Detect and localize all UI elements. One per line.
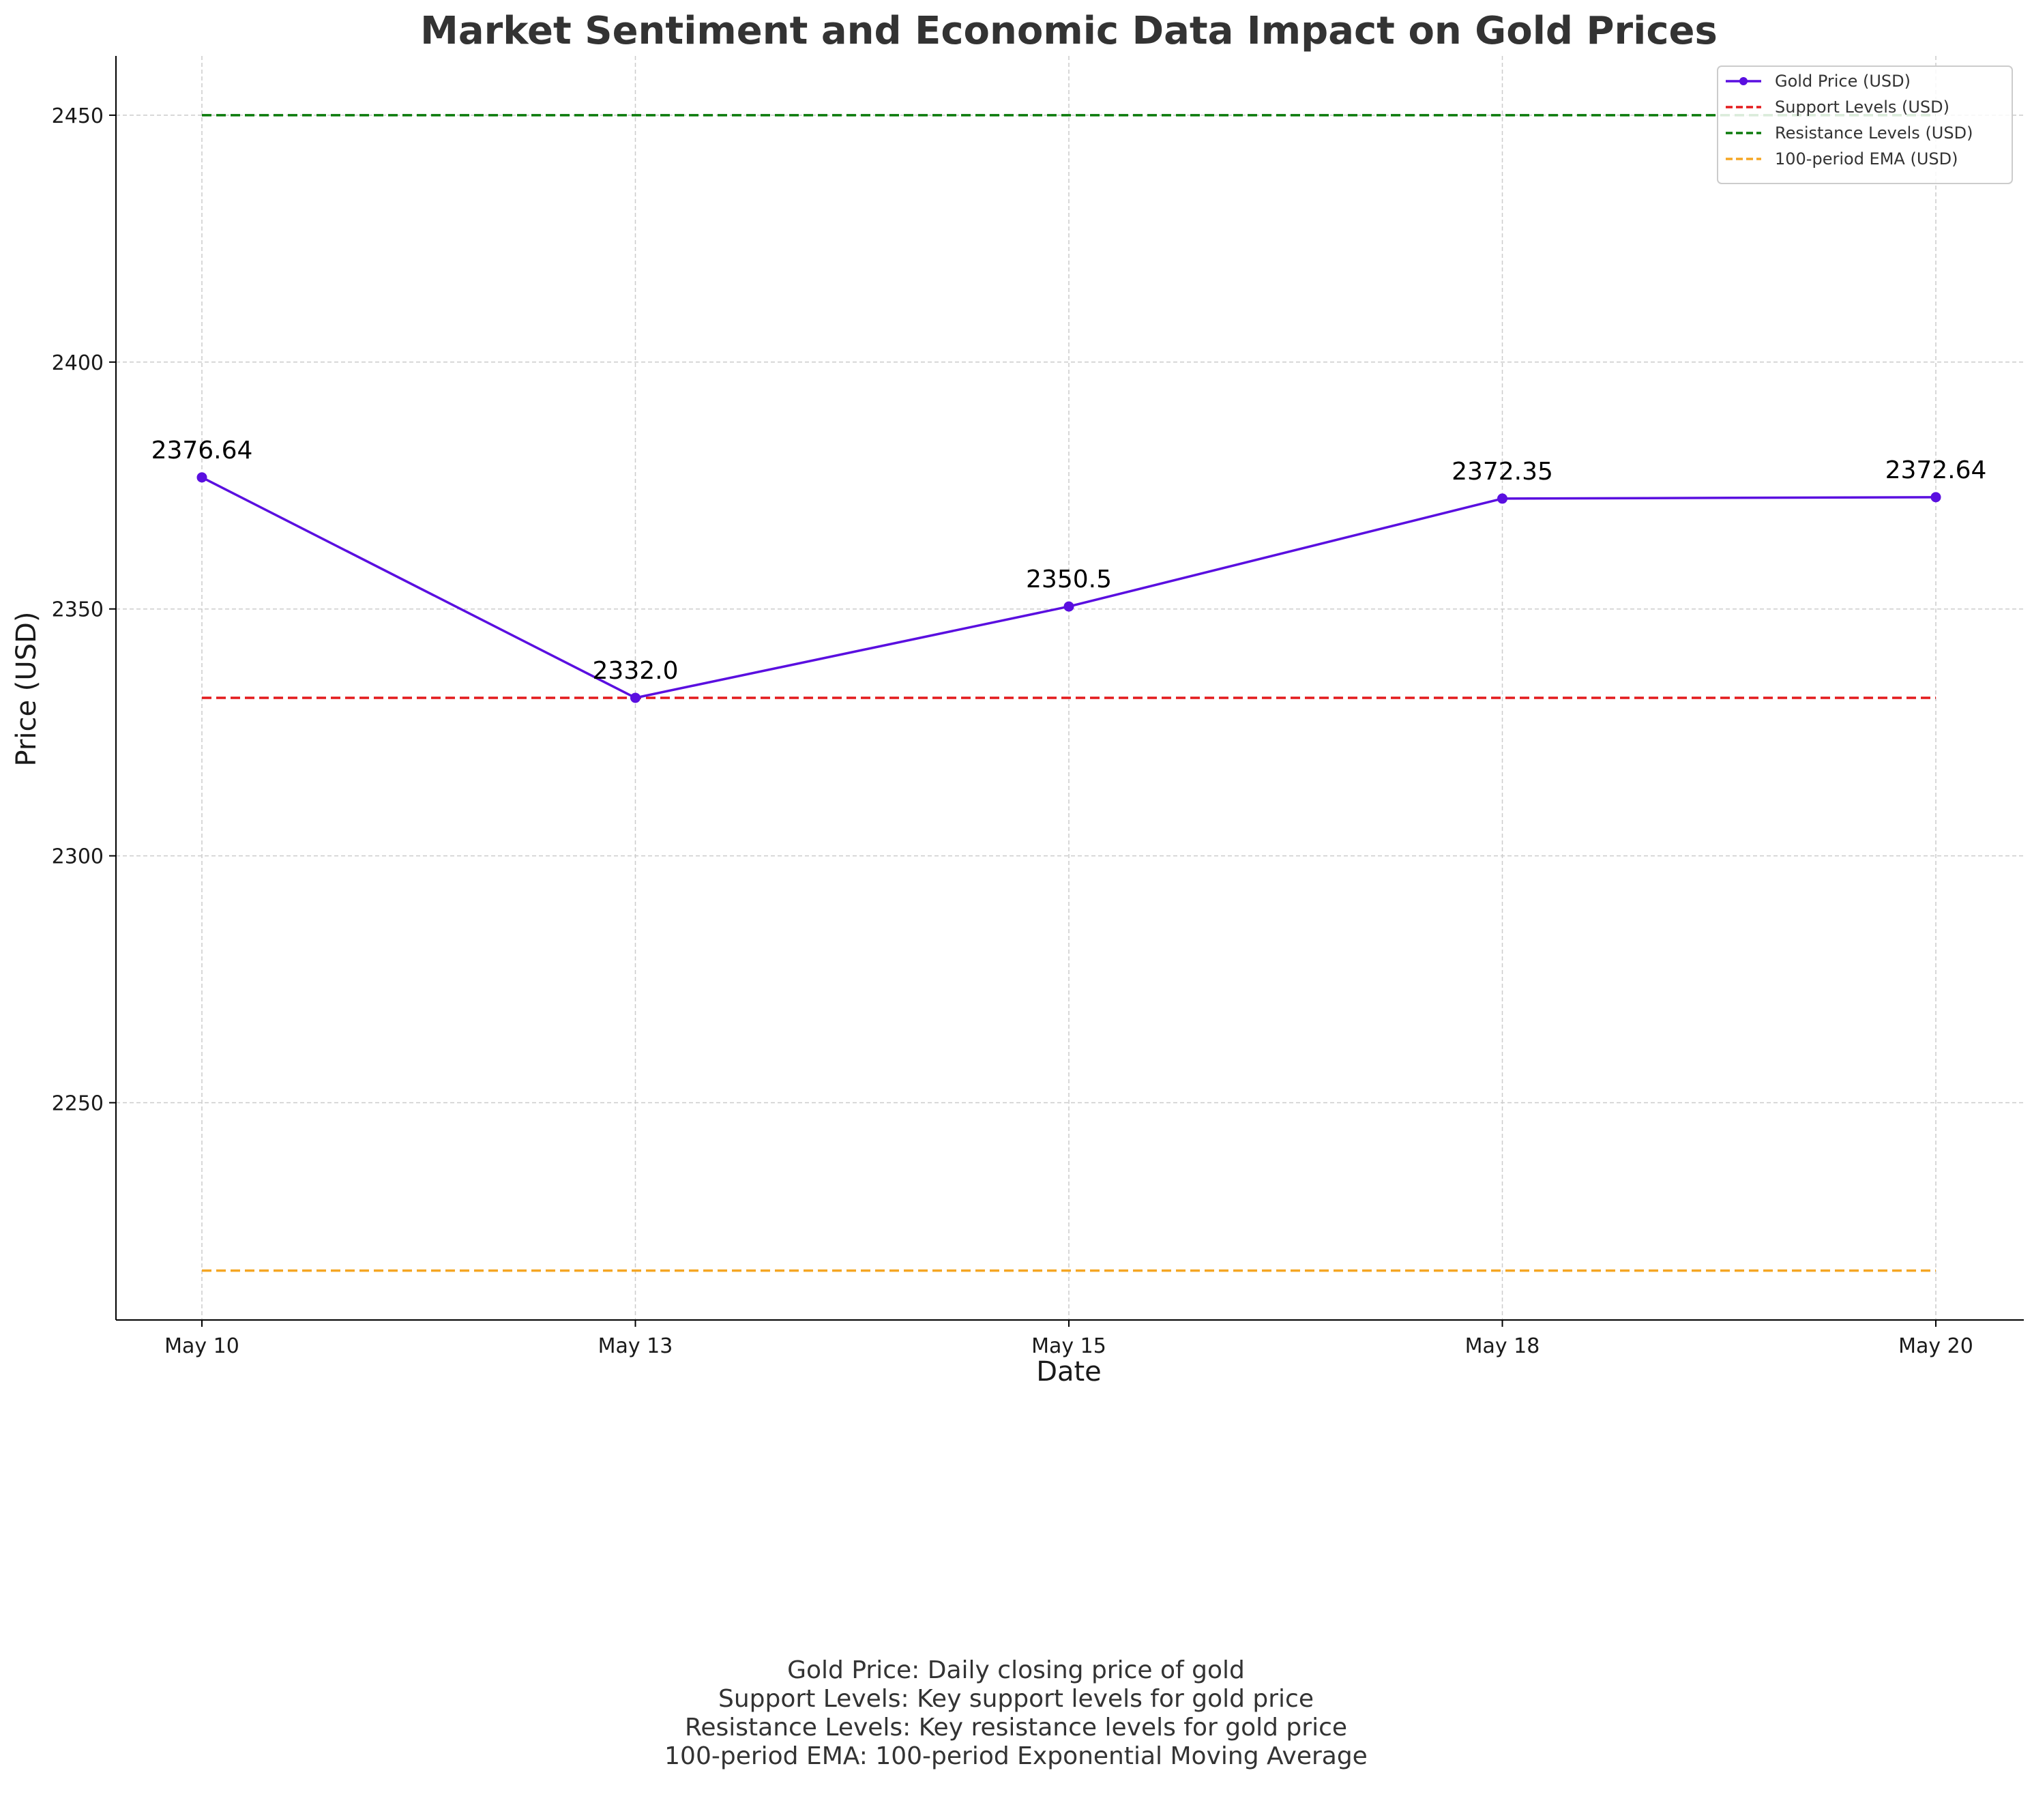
data-label: 2332.0 xyxy=(593,657,679,685)
data-point xyxy=(1930,492,1941,503)
data-label: 2372.35 xyxy=(1452,458,1553,486)
y-tick-label: 2250 xyxy=(52,1092,104,1116)
plot-series xyxy=(196,114,1941,1272)
axes xyxy=(115,56,2024,1321)
legend: Gold Price (USD) Support Levels (USD) Resi… xyxy=(1717,65,2013,184)
x-tick-label: May 15 xyxy=(1031,1334,1106,1358)
data-labels: 2376.64 2332.0 2350.5 2372.35 2372.64 xyxy=(151,437,1987,685)
legend-label: 100-period EMA (USD) xyxy=(1775,149,1958,168)
x-tick-label: May 18 xyxy=(1465,1334,1540,1358)
caption-line: Support Levels: Key support levels for g… xyxy=(718,1685,1314,1713)
x-tick-label: May 10 xyxy=(164,1334,239,1358)
legend-marker xyxy=(1739,77,1748,85)
legend-label: Support Levels (USD) xyxy=(1775,98,1949,117)
data-label: 2350.5 xyxy=(1026,566,1112,593)
y-tick-label: 2400 xyxy=(52,351,104,375)
x-tick-label: May 20 xyxy=(1898,1334,1973,1358)
tick-labels: May 10 May 13 May 15 May 18 May 20 2250 2300 23… xyxy=(52,104,1973,1358)
y-tick-label: 2450 xyxy=(52,104,104,128)
x-axis-label: Date xyxy=(1036,1356,1102,1388)
data-point xyxy=(1497,493,1507,504)
legend-box xyxy=(1717,65,2013,184)
y-tick-label: 2300 xyxy=(52,845,104,869)
data-point xyxy=(1063,601,1074,612)
x-tick-label: May 13 xyxy=(598,1334,673,1358)
caption-line: 100-period EMA: 100-period Exponential M… xyxy=(664,1742,1368,1770)
chart-caption: Gold Price: Daily closing price of gold … xyxy=(0,1656,2032,1771)
y-tick-label: 2350 xyxy=(52,598,104,622)
legend-label: Gold Price (USD) xyxy=(1775,72,1911,91)
data-point xyxy=(630,692,640,703)
chart-title: Market Sentiment and Economic Data Impac… xyxy=(420,9,1718,53)
data-label: 2376.64 xyxy=(151,437,253,465)
data-point xyxy=(196,472,207,483)
legend-label: Resistance Levels (USD) xyxy=(1775,123,1973,143)
y-axis-label: Price (USD) xyxy=(11,612,42,767)
caption-line: Resistance Levels: Key resistance levels… xyxy=(684,1714,1348,1742)
data-label: 2372.64 xyxy=(1885,456,1987,484)
caption-line: Gold Price: Daily closing price of gold xyxy=(787,1656,1245,1684)
grid xyxy=(116,56,2024,1320)
